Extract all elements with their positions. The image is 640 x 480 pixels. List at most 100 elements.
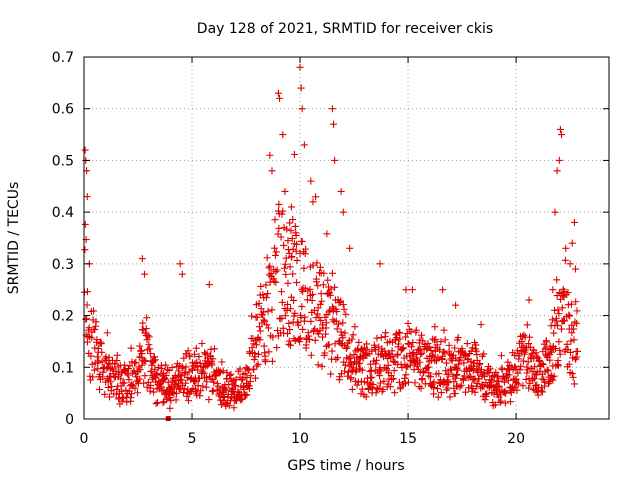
y-tick-label: 0.7 bbox=[52, 50, 74, 66]
x-tick-label: 0 bbox=[80, 431, 89, 447]
data-point bbox=[150, 388, 158, 396]
data-point bbox=[335, 320, 343, 328]
y-tick-label: 0.3 bbox=[52, 257, 74, 273]
data-point bbox=[241, 369, 249, 377]
data-point bbox=[205, 396, 213, 404]
data-point bbox=[140, 379, 148, 387]
data-point bbox=[131, 384, 139, 392]
data-point bbox=[288, 252, 296, 260]
data-point bbox=[339, 301, 347, 309]
data-point bbox=[108, 383, 116, 391]
data-point bbox=[82, 315, 90, 323]
data-point bbox=[287, 227, 295, 235]
data-point bbox=[292, 231, 300, 239]
data-point bbox=[94, 365, 102, 373]
data-point bbox=[283, 225, 291, 233]
data-point bbox=[572, 298, 580, 306]
data-point bbox=[567, 300, 575, 308]
plot-frame bbox=[83, 56, 610, 420]
data-point bbox=[408, 343, 416, 351]
data-point bbox=[529, 376, 537, 384]
data-point bbox=[542, 344, 550, 352]
data-point bbox=[497, 352, 505, 360]
data-point bbox=[555, 310, 563, 318]
data-point-peak bbox=[287, 203, 295, 211]
data-point bbox=[259, 291, 267, 299]
data-point bbox=[525, 333, 533, 341]
data-point bbox=[282, 254, 290, 262]
data-point bbox=[111, 360, 119, 368]
data-point bbox=[265, 348, 273, 356]
data-point bbox=[123, 398, 131, 406]
data-point bbox=[127, 344, 135, 352]
data-point bbox=[519, 382, 527, 390]
data-point bbox=[450, 378, 458, 386]
data-point bbox=[327, 285, 335, 293]
data-point bbox=[442, 367, 450, 375]
data-point bbox=[432, 336, 440, 344]
data-point bbox=[87, 352, 95, 360]
data-point bbox=[483, 389, 491, 397]
chart-title: Day 128 of 2021, SRMTID for receiver cki… bbox=[197, 21, 493, 37]
data-point bbox=[555, 338, 563, 346]
data-point bbox=[254, 360, 262, 368]
data-point-peak bbox=[176, 260, 184, 268]
data-point bbox=[302, 245, 310, 253]
data-point bbox=[265, 264, 273, 272]
data-point bbox=[210, 378, 218, 386]
data-point bbox=[98, 358, 106, 366]
data-point bbox=[195, 353, 203, 361]
data-point bbox=[473, 351, 481, 359]
data-point bbox=[415, 346, 423, 354]
data-point bbox=[272, 278, 280, 286]
data-point bbox=[522, 375, 530, 383]
data-point bbox=[175, 367, 183, 375]
data-point bbox=[401, 379, 409, 387]
data-point bbox=[400, 380, 408, 388]
data-point bbox=[417, 384, 425, 392]
data-point bbox=[513, 379, 521, 387]
data-point bbox=[90, 307, 98, 315]
data-point bbox=[567, 337, 575, 345]
data-point bbox=[222, 386, 230, 394]
data-point bbox=[262, 294, 270, 302]
data-point-peak bbox=[83, 193, 91, 201]
data-point bbox=[554, 322, 562, 330]
data-point bbox=[83, 301, 91, 309]
data-point bbox=[288, 235, 296, 243]
data-point bbox=[430, 390, 438, 398]
data-point bbox=[120, 379, 128, 387]
data-point bbox=[528, 349, 536, 357]
data-point bbox=[405, 378, 413, 386]
data-point bbox=[396, 335, 404, 343]
data-point bbox=[532, 349, 540, 357]
data-point bbox=[209, 355, 217, 363]
data-point bbox=[262, 281, 270, 289]
data-point bbox=[117, 375, 125, 383]
data-point bbox=[93, 336, 101, 344]
data-point bbox=[398, 345, 406, 353]
data-point bbox=[502, 389, 510, 397]
data-point bbox=[326, 291, 334, 299]
data-point bbox=[339, 334, 347, 342]
data-point bbox=[272, 248, 280, 256]
data-point bbox=[553, 276, 561, 284]
data-point bbox=[280, 264, 288, 272]
data-point bbox=[307, 351, 315, 359]
data-point bbox=[388, 375, 396, 383]
data-point bbox=[506, 398, 514, 406]
data-point bbox=[314, 304, 322, 312]
data-point bbox=[285, 319, 293, 327]
data-point bbox=[266, 262, 274, 270]
data-point bbox=[389, 375, 397, 383]
data-point bbox=[354, 360, 362, 368]
data-point bbox=[134, 389, 142, 397]
data-point-peak bbox=[551, 208, 559, 216]
data-point bbox=[236, 365, 244, 373]
data-point bbox=[477, 321, 485, 329]
data-point bbox=[101, 390, 109, 398]
data-point-peak bbox=[562, 244, 570, 252]
data-point bbox=[219, 367, 227, 375]
data-point bbox=[561, 256, 569, 264]
data-point bbox=[555, 289, 563, 297]
